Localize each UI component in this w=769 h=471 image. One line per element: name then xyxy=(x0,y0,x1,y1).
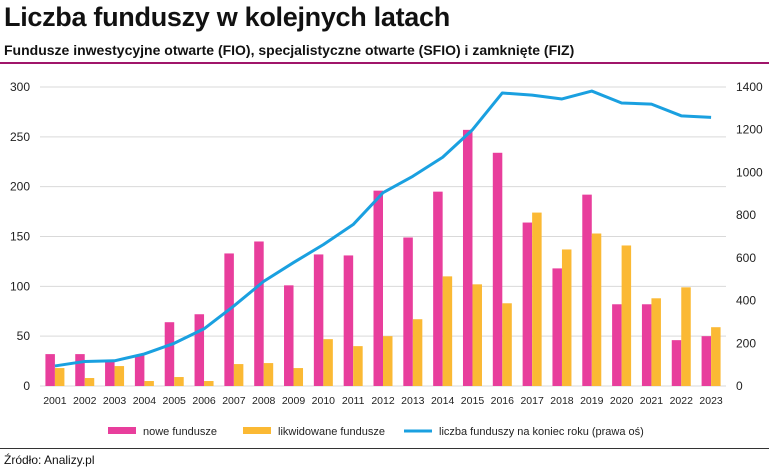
x-tick-label: 2013 xyxy=(401,395,425,407)
bar-new-funds xyxy=(582,194,592,386)
bar-new-funds xyxy=(105,360,115,386)
bar-new-funds xyxy=(284,285,294,386)
y-left-tick-label: 150 xyxy=(10,230,30,244)
bar-liquidated-funds xyxy=(144,381,154,386)
x-tick-label: 2019 xyxy=(580,395,604,407)
chart-title: Liczba funduszy w kolejnych latach xyxy=(4,2,450,32)
bar-new-funds xyxy=(45,354,55,386)
x-tick-label: 2006 xyxy=(192,395,216,407)
legend-swatch-new xyxy=(108,427,136,434)
title-divider xyxy=(0,62,769,64)
chart-subtitle: Fundusze inwestycyjne otwarte (FIO), spe… xyxy=(4,42,575,58)
bar-liquidated-funds xyxy=(472,284,482,386)
bar-liquidated-funds xyxy=(383,336,393,386)
bar-liquidated-funds xyxy=(651,298,661,386)
x-tick-label: 2017 xyxy=(520,395,544,407)
bar-liquidated-funds xyxy=(561,249,572,386)
x-tick-label: 2005 xyxy=(163,395,187,407)
bar-liquidated-funds xyxy=(442,276,453,386)
bar-liquidated-funds xyxy=(681,287,691,386)
bar-liquidated-funds xyxy=(621,245,632,386)
y-left-tick-label: 50 xyxy=(17,329,31,343)
y-right-tick-label: 1400 xyxy=(736,80,763,94)
x-tick-label: 2008 xyxy=(252,395,276,407)
bar-new-funds xyxy=(433,191,443,386)
bar-new-funds xyxy=(194,314,205,386)
bar-new-funds xyxy=(701,336,712,386)
x-tick-label: 2015 xyxy=(461,395,485,407)
bar-new-funds xyxy=(671,340,682,386)
x-tick-label: 2001 xyxy=(43,395,67,407)
bar-liquidated-funds xyxy=(293,368,304,386)
x-tick-label: 2014 xyxy=(431,395,455,407)
bar-liquidated-funds xyxy=(114,366,125,386)
x-tick-label: 2011 xyxy=(342,395,365,407)
y-right-tick-label: 400 xyxy=(736,294,756,308)
bar-new-funds xyxy=(373,190,383,386)
y-left-tick-label: 100 xyxy=(10,279,30,293)
bar-new-funds xyxy=(403,237,413,386)
bar-new-funds xyxy=(134,355,145,386)
bar-liquidated-funds xyxy=(233,364,244,386)
x-tick-label: 2003 xyxy=(103,395,127,407)
bar-new-funds xyxy=(492,152,503,386)
x-tick-label: 2022 xyxy=(670,395,694,407)
bar-liquidated-funds xyxy=(591,233,602,386)
x-tick-label: 2007 xyxy=(222,395,246,407)
bar-liquidated-funds xyxy=(502,303,512,386)
x-tick-label: 2010 xyxy=(312,395,336,407)
y-left-tick-label: 0 xyxy=(23,379,30,393)
y-right-tick-label: 600 xyxy=(736,251,756,265)
bar-new-funds xyxy=(164,322,175,386)
source-note: Źródło: Analizy.pl xyxy=(4,453,95,467)
bar-liquidated-funds xyxy=(263,363,274,386)
y-right-tick-label: 0 xyxy=(736,379,743,393)
bar-new-funds xyxy=(641,304,652,386)
y-left-tick-label: 200 xyxy=(10,180,30,194)
chart: 0 50 100 150 200 250 300 0 200 400 600 800 1000 1200 1… xyxy=(10,80,763,438)
bar-new-funds xyxy=(343,255,354,386)
y-right-tick-label: 1000 xyxy=(736,165,763,179)
bar-new-funds xyxy=(612,304,622,386)
x-tick-label: 2023 xyxy=(699,395,723,407)
x-tick-label: 2012 xyxy=(371,395,395,407)
y-right-tick-label: 800 xyxy=(736,208,756,222)
bar-liquidated-funds xyxy=(204,381,214,386)
bar-liquidated-funds xyxy=(711,327,721,386)
footer-divider xyxy=(0,448,769,449)
bar-liquidated-funds xyxy=(353,346,363,386)
x-tick-label: 2009 xyxy=(282,395,306,407)
x-tick-label: 2004 xyxy=(133,395,157,407)
legend-label-new: nowe fundusze xyxy=(143,426,217,438)
x-tick-label: 2021 xyxy=(640,395,664,407)
bar-liquidated-funds xyxy=(412,319,423,386)
bar-new-funds xyxy=(522,222,533,386)
x-tick-label: 2018 xyxy=(550,395,574,407)
bar-new-funds xyxy=(254,241,264,386)
legend-label-liquidated: likwidowane fundusze xyxy=(278,426,385,438)
x-tick-label: 2020 xyxy=(610,395,634,407)
legend-swatch-liquidated xyxy=(243,427,271,434)
bar-new-funds xyxy=(75,354,85,386)
legend-label-total: liczba funduszy na koniec roku (prawa oś… xyxy=(439,426,644,438)
bar-new-funds xyxy=(313,254,324,386)
y-right-tick-label: 200 xyxy=(736,336,756,350)
bar-new-funds xyxy=(462,129,473,386)
x-tick-label: 2016 xyxy=(491,395,515,407)
bar-liquidated-funds xyxy=(84,378,95,386)
bar-liquidated-funds xyxy=(532,212,542,386)
y-left-tick-label: 300 xyxy=(10,80,30,94)
x-tick-label: 2002 xyxy=(73,395,97,407)
bar-liquidated-funds xyxy=(323,339,333,386)
y-left-tick-label: 250 xyxy=(10,130,30,144)
bar-liquidated-funds xyxy=(174,377,184,386)
bar-liquidated-funds xyxy=(54,368,65,386)
y-right-tick-label: 1200 xyxy=(736,123,763,137)
line-total-funds xyxy=(54,89,712,368)
bar-new-funds xyxy=(224,253,234,386)
bar-new-funds xyxy=(552,268,562,386)
